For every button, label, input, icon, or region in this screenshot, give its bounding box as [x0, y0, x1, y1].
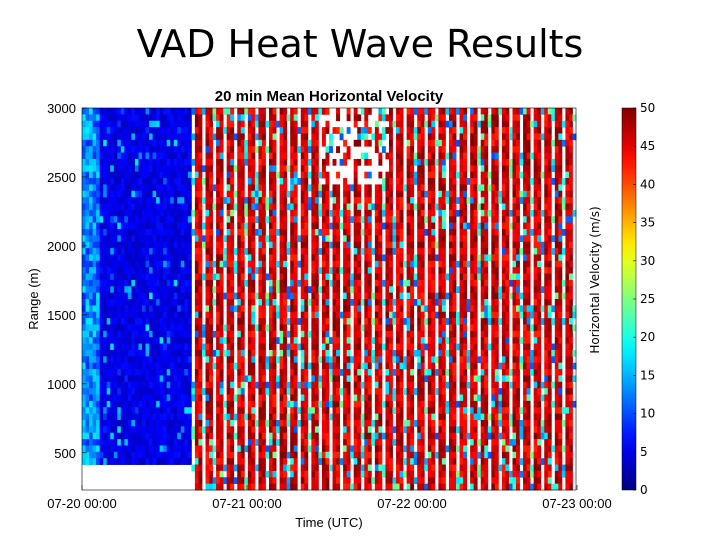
plot-frame [81, 107, 577, 491]
y-axis: 500 1000 1500 2000 2500 3000 [47, 101, 87, 461]
heatmap-plot-area [82, 108, 577, 491]
colorbar-tick-label: 10 [640, 407, 655, 421]
y-tick-label: 500 [54, 446, 76, 461]
x-tick-label: 07-23 00:00 [542, 496, 611, 511]
colorbar-tick-label: 20 [640, 330, 655, 344]
x-axis: 07-20 00:00 07-21 00:00 07-22 00:00 07-23 0… [47, 485, 612, 511]
x-axis-label: Time (UTC) [295, 515, 362, 530]
colorbar-tick-label: 25 [640, 292, 655, 306]
colorbar-tick-label: 5 [640, 445, 648, 459]
colorbar-tick-label: 0 [640, 483, 648, 497]
colorbar-tick-label: 30 [640, 254, 655, 268]
slide-title: VAD Heat Wave Results [136, 22, 584, 66]
colorbar-tick-label: 45 [640, 139, 655, 153]
y-axis-label: Range (m) [26, 268, 41, 329]
colorbar-ticks: 0 5 10 15 20 25 30 35 40 45 50 [633, 101, 655, 497]
y-tick-label: 3000 [47, 101, 76, 116]
x-tick-label: 07-22 00:00 [377, 496, 446, 511]
y-tick-label: 2500 [47, 170, 76, 185]
colorbar-tick-label: 40 [640, 177, 655, 191]
x-tick-label: 07-20 00:00 [47, 496, 116, 511]
colorbar-tick-label: 35 [640, 216, 655, 230]
colorbar-label: Horizontal Velocity (m/s) [588, 206, 602, 353]
colorbar-tick-label: 50 [640, 101, 655, 115]
y-tick-label: 1000 [47, 377, 76, 392]
chart-title: 20 min Mean Horizontal Velocity [215, 88, 444, 105]
y-tick-label: 1500 [47, 308, 76, 323]
colorbar-tick-label: 15 [640, 368, 655, 382]
x-tick-label: 07-21 00:00 [212, 496, 281, 511]
y-tick-label: 2000 [47, 239, 76, 254]
